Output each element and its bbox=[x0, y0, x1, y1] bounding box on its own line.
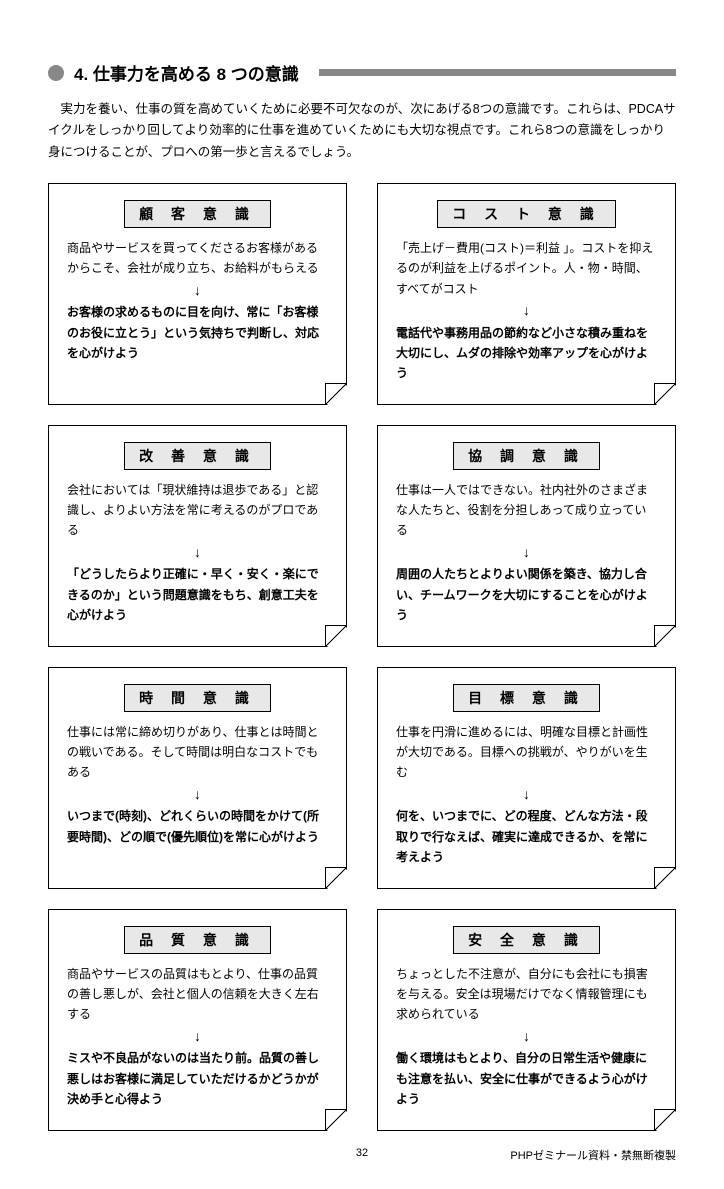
card-emphasis: 周囲の人たちとよりよい関係を築き、協力し合い、チームワークを大切にすることを心が… bbox=[396, 564, 657, 625]
card-cost: コ ス ト 意 識 「売上げ－費用(コスト)＝利益 」。コストを抑えるのが利益を… bbox=[377, 183, 676, 405]
arrow-down-icon: ↓ bbox=[396, 543, 657, 563]
card-emphasis: いつまで(時刻)、どれくらいの時間をかけて(所要時間)、どの順で(優先順位)を常… bbox=[67, 806, 328, 847]
card-quality: 品 質 意 識 商品やサービスの品質はもとより、仕事の品質の善し悪しが、会社と個… bbox=[48, 909, 347, 1131]
arrow-down-icon: ↓ bbox=[67, 785, 328, 805]
card-emphasis: ミスや不良品がないのは当たり前。品質の善し悪しはお客様に満足していただけるかどう… bbox=[67, 1048, 328, 1109]
card-title: 安 全 意 識 bbox=[453, 926, 600, 954]
section-header: 4. 仕事力を高める 8 つの意識 bbox=[48, 60, 676, 85]
header-rule bbox=[319, 69, 676, 76]
card-emphasis: 電話代や事務用品の節約など小さな積み重ねを大切にし、ムダの排除や効率アップを心が… bbox=[396, 323, 657, 384]
card-title: 品 質 意 識 bbox=[124, 926, 271, 954]
card-title: 改 善 意 識 bbox=[124, 442, 271, 470]
card-desc: 仕事には常に締め切りがあり、仕事とは時間との戦いである。そして時間は明白なコスト… bbox=[67, 722, 328, 783]
arrow-down-icon: ↓ bbox=[396, 301, 657, 321]
copyright-text: PHPゼミナール資料・禁無断複製 bbox=[510, 1147, 676, 1163]
card-customer: 顧 客 意 識 商品やサービスを買ってくださるお客様があるからこそ、会社が成り立… bbox=[48, 183, 347, 405]
card-title: 目 標 意 識 bbox=[453, 684, 600, 712]
card-improvement: 改 善 意 識 会社においては「現状維持は退歩である」と認識し、よりよい方法を常… bbox=[48, 425, 347, 647]
arrow-down-icon: ↓ bbox=[396, 785, 657, 805]
card-desc: 商品やサービスを買ってくださるお客様があるからこそ、会社が成り立ち、お給料がもら… bbox=[67, 238, 328, 279]
card-cooperation: 協 調 意 識 仕事は一人ではできない。社内社外のさまざまな人たちと、役割を分担… bbox=[377, 425, 676, 647]
card-emphasis: 「どうしたらより正確に・早く・安く・楽にできるのか」という問題意識をもち、創意工… bbox=[67, 564, 328, 625]
card-emphasis: お客様の求めるものに目を向け、常に「お客様のお役に立とう」という気持ちで判断し、… bbox=[67, 302, 328, 363]
card-desc: 仕事は一人ではできない。社内社外のさまざまな人たちと、役割を分担しあって成り立っ… bbox=[396, 480, 657, 541]
intro-paragraph: 実力を養い、仕事の質を高めていくために必要不可欠なのが、次にあげる8つの意識です… bbox=[48, 99, 676, 163]
card-title: 顧 客 意 識 bbox=[124, 200, 271, 228]
arrow-down-icon: ↓ bbox=[67, 543, 328, 563]
page-footer: 32 PHPゼミナール資料・禁無断複製 bbox=[48, 1147, 676, 1159]
card-title: 協 調 意 識 bbox=[453, 442, 600, 470]
card-emphasis: 働く環境はもとより、自分の日常生活や健康にも注意を払い、安全に仕事ができるよう心… bbox=[396, 1048, 657, 1109]
arrow-down-icon: ↓ bbox=[396, 1027, 657, 1047]
card-emphasis: 何を、いつまでに、どの程度、どんな方法・段取りで行なえば、確実に達成できるか、を… bbox=[396, 806, 657, 867]
bullet-icon bbox=[48, 65, 64, 81]
cards-grid: 顧 客 意 識 商品やサービスを買ってくださるお客様があるからこそ、会社が成り立… bbox=[48, 183, 676, 1131]
card-time: 時 間 意 識 仕事には常に締め切りがあり、仕事とは時間との戦いである。そして時… bbox=[48, 667, 347, 889]
card-title: コ ス ト 意 識 bbox=[437, 200, 616, 228]
card-title: 時 間 意 識 bbox=[124, 684, 271, 712]
section-title: 4. 仕事力を高める 8 つの意識 bbox=[74, 60, 299, 85]
arrow-down-icon: ↓ bbox=[67, 1027, 328, 1047]
card-desc: 商品やサービスの品質はもとより、仕事の品質の善し悪しが、会社と個人の信頼を大きく… bbox=[67, 964, 328, 1025]
arrow-down-icon: ↓ bbox=[67, 281, 328, 301]
card-desc: 会社においては「現状維持は退歩である」と認識し、よりよい方法を常に考えるのがプロ… bbox=[67, 480, 328, 541]
card-goal: 目 標 意 識 仕事を円滑に進めるには、明確な目標と計画性が大切である。目標への… bbox=[377, 667, 676, 889]
card-desc: ちょっとした不注意が、自分にも会社にも損害を与える。安全は現場だけでなく情報管理… bbox=[396, 964, 657, 1025]
card-safety: 安 全 意 識 ちょっとした不注意が、自分にも会社にも損害を与える。安全は現場だ… bbox=[377, 909, 676, 1131]
card-desc: 「売上げ－費用(コスト)＝利益 」。コストを抑えるのが利益を上げるポイント。人・… bbox=[396, 238, 657, 299]
card-desc: 仕事を円滑に進めるには、明確な目標と計画性が大切である。目標への挑戦が、やりがい… bbox=[396, 722, 657, 783]
page-number: 32 bbox=[356, 1147, 368, 1159]
